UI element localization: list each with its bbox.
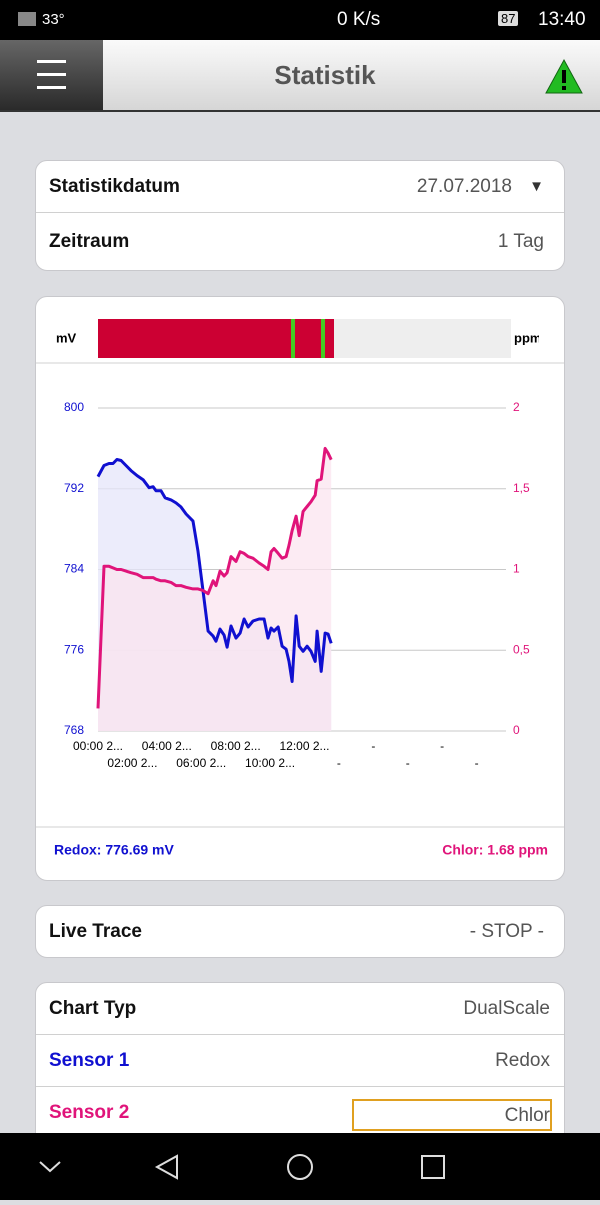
y2-tick-label: 1,5 <box>513 481 530 495</box>
x-tick-label: - <box>406 756 410 770</box>
x-tick-label: - <box>475 756 479 770</box>
y-tick-label: 784 <box>64 562 84 576</box>
nav-down[interactable] <box>39 1161 61 1173</box>
x-tick-label: - <box>337 756 341 770</box>
y-tick-label: 776 <box>64 642 84 656</box>
x-tick-label: 04:00 2... <box>142 739 192 753</box>
y-tick-label: 792 <box>64 481 84 495</box>
chart: mV ppm Redox: 776.69 mV Chlor: 1.68 ppm … <box>36 319 564 858</box>
chlor-readout: Chlor: 1.68 ppm <box>442 842 548 858</box>
y2-axis-label: ppm <box>514 330 541 345</box>
live-trace-card[interactable]: Live Trace - STOP - <box>35 905 565 958</box>
value: Redox <box>495 1050 550 1071</box>
line <box>96 446 333 709</box>
menu-button[interactable] <box>0 40 103 110</box>
x-tick-label: 02:00 2... <box>107 756 157 770</box>
y2-tick-label: 0 <box>513 723 520 737</box>
nav-back[interactable] <box>154 1154 178 1180</box>
x-tick-label: 06:00 2... <box>176 756 226 770</box>
date-row[interactable]: Statistikdatum 27.07.2018 ▼ <box>36 161 564 213</box>
y-axis-label: mV <box>56 330 77 345</box>
battery: 87 <box>498 11 519 26</box>
settings-card: Statistikdatum 27.07.2018 ▼ Zeitraum 1 T… <box>35 160 565 271</box>
x-tick-label: - <box>371 739 375 753</box>
nav-home[interactable] <box>287 1154 313 1180</box>
page-title: Statistik <box>274 60 376 90</box>
chart-type-row[interactable]: Chart Typ DualScale <box>36 983 564 1035</box>
sensor2-row[interactable]: Sensor 2 Chlor <box>36 1087 564 1139</box>
temperature: 33° <box>42 11 65 28</box>
x-tick-label: 12:00 2... <box>279 739 329 753</box>
dropdown-arrow: ▼ <box>529 178 544 195</box>
notification-icon <box>18 12 36 26</box>
label: Live Trace <box>49 921 142 942</box>
range-row[interactable]: Zeitraum 1 Tag <box>36 216 564 268</box>
warning-icon[interactable] <box>544 58 584 96</box>
y-tick-label: 800 <box>64 400 84 414</box>
y2-tick-label: 2 <box>513 400 520 414</box>
chart-card: mV ppm Redox: 776.69 mV Chlor: 1.68 ppm … <box>35 296 565 881</box>
line <box>96 458 333 683</box>
value: - STOP - <box>469 921 544 942</box>
y2-tick-label: 1 <box>513 562 520 576</box>
label: Chart Typ <box>49 998 137 1019</box>
value: 27.07.2018 <box>416 176 512 197</box>
value: Chlor <box>504 1105 550 1126</box>
y-tick-label: 768 <box>64 723 84 737</box>
x-tick-label: - <box>440 739 444 753</box>
x-tick-label: 08:00 2... <box>211 739 261 753</box>
status-bar: 33° 0 K/s 87 13:40 <box>0 0 600 40</box>
y2-tick-label: 0,5 <box>513 642 530 656</box>
sensor1-row[interactable]: Sensor 1 Redox <box>36 1035 564 1087</box>
options-card: Chart Typ DualScale Sensor 1 Redox Senso… <box>35 982 565 1162</box>
header: Statistik <box>0 40 600 112</box>
x-tick-label: 00:00 2... <box>73 739 123 753</box>
value: DualScale <box>463 998 550 1019</box>
nav-recent[interactable] <box>421 1155 445 1179</box>
nav-icons <box>39 1154 445 1180</box>
nav-bar <box>0 1133 600 1200</box>
area <box>98 448 332 731</box>
clock: 13:40 <box>538 9 586 30</box>
redox-readout: Redox: 776.69 mV <box>54 842 174 858</box>
net-speed: 0 K/s <box>337 9 381 30</box>
label: Zeitraum <box>49 231 130 252</box>
sensor2-input[interactable]: Chlor <box>352 1099 552 1131</box>
label: Statistikdatum <box>49 176 180 197</box>
label: Sensor 1 <box>49 1050 130 1071</box>
x-tick-label: 10:00 2... <box>245 756 295 770</box>
value: 1 Tag <box>497 231 544 252</box>
label: Sensor 2 <box>49 1102 130 1123</box>
